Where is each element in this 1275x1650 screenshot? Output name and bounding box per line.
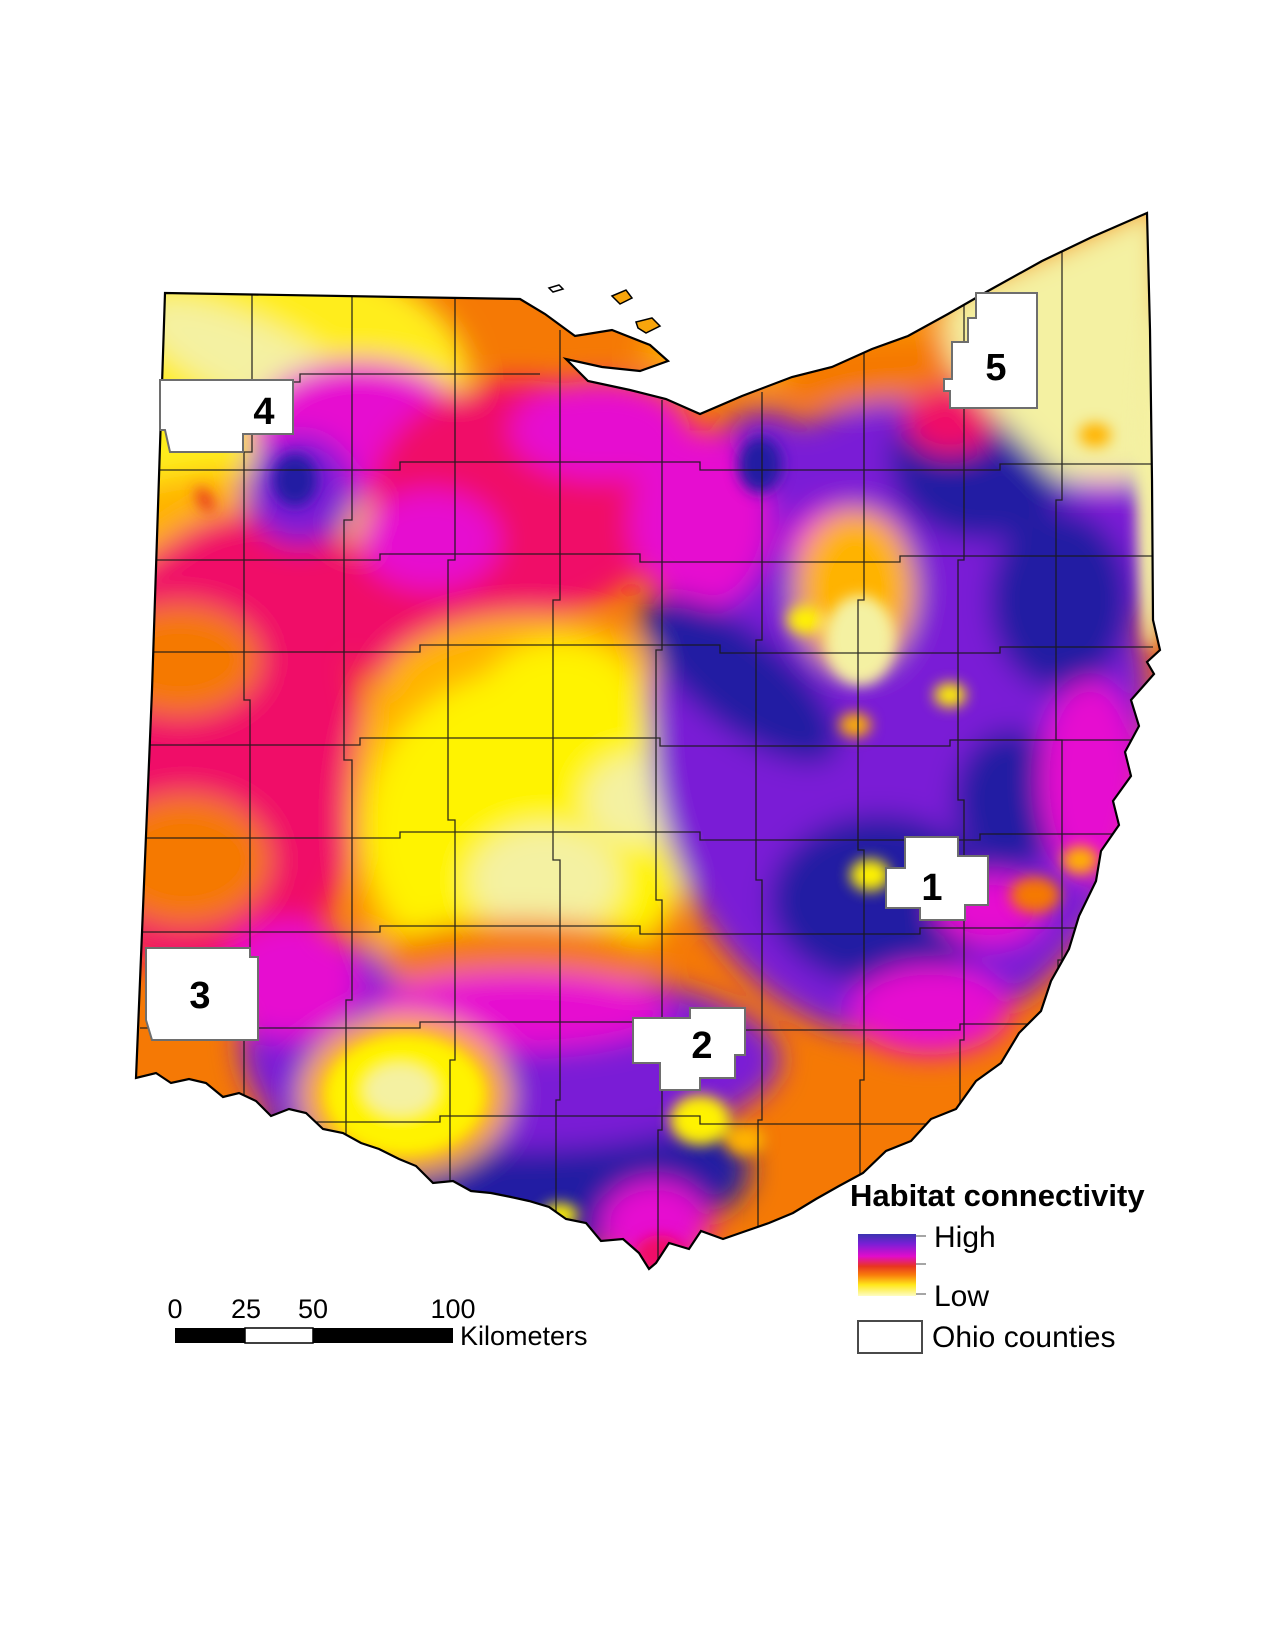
legend: Habitat connectivity High Low Ohio count… (850, 1178, 1145, 1354)
scale-tick-50: 50 (298, 1294, 328, 1324)
legend-high-label: High (934, 1221, 996, 1254)
site-marker-1 (885, 836, 989, 921)
scale-tick-25: 25 (231, 1294, 261, 1324)
scale-bar: 0 25 50 100 Kilometers (167, 1294, 587, 1351)
county-boundaries (136, 245, 1153, 1260)
site-label-3: 3 (189, 975, 210, 1017)
scale-segment-black-1 (175, 1328, 245, 1343)
state-border (134, 211, 1162, 1271)
scale-segment-white (244, 1327, 314, 1344)
legend-low-label: Low (934, 1280, 989, 1313)
legend-gradient-ticks (916, 1235, 926, 1295)
site-marker-5 (943, 292, 1038, 409)
site-label-5: 5 (985, 347, 1006, 389)
lake-erie-islands (547, 284, 662, 334)
site-label-1: 1 (921, 867, 942, 909)
legend-gradient-swatch (858, 1234, 916, 1296)
legend-counties-label: Ohio counties (932, 1321, 1115, 1354)
scale-tick-0: 0 (167, 1294, 182, 1324)
site-marker-2 (632, 1007, 746, 1091)
site-label-2: 2 (691, 1025, 712, 1067)
legend-counties-swatch (857, 1320, 923, 1354)
site-labels: 1 2 3 4 5 (189, 347, 1006, 1067)
scale-unit-label: Kilometers (460, 1321, 588, 1351)
site-markers (145, 292, 1038, 1091)
site-marker-4 (159, 379, 294, 453)
scale-segment-black-2 (313, 1328, 453, 1343)
scale-tick-100: 100 (430, 1294, 475, 1324)
site-marker-3 (145, 947, 259, 1041)
site-label-4: 4 (253, 391, 274, 433)
legend-title: Habitat connectivity (850, 1178, 1145, 1213)
